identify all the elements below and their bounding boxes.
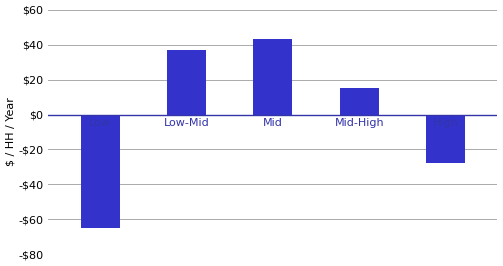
Text: High: High bbox=[433, 118, 459, 128]
Bar bbox=[426, 114, 465, 164]
Bar bbox=[254, 39, 292, 114]
Text: Mid-High: Mid-High bbox=[334, 118, 384, 128]
Bar bbox=[80, 114, 120, 228]
Text: Mid: Mid bbox=[263, 118, 283, 128]
Text: Low: Low bbox=[89, 118, 111, 128]
Bar bbox=[340, 88, 379, 114]
Bar bbox=[167, 50, 206, 114]
Text: Low-Mid: Low-Mid bbox=[163, 118, 209, 128]
Y-axis label: $ / HH / Year: $ / HH / Year bbox=[6, 98, 16, 167]
